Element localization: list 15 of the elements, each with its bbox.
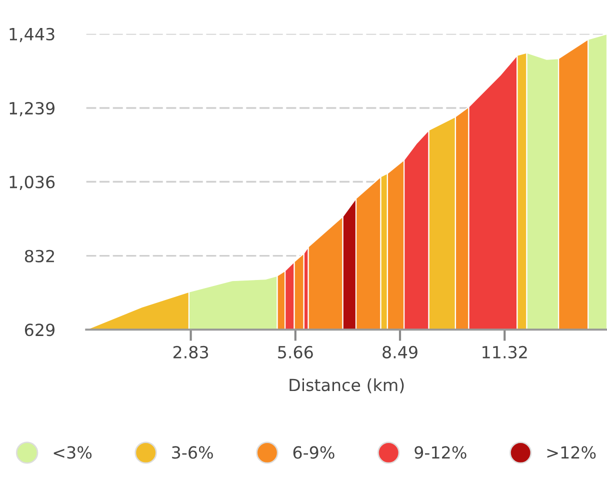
y-tick-label: 629 <box>24 324 54 336</box>
legend-label: 3-6% <box>172 446 213 459</box>
legend-label: >12% <box>547 446 596 459</box>
y-tick-label: 832 <box>24 250 54 262</box>
legend-label: 6-9% <box>293 446 334 459</box>
legend-label: 9-12% <box>414 446 466 459</box>
x-axis-title: Distance (km) <box>290 378 404 394</box>
y-tick-label: 1,239 <box>10 102 54 116</box>
y-tick-label: 1,036 <box>10 176 55 190</box>
x-tick-label: 11.32 <box>482 346 527 358</box>
legend-label: <3% <box>54 446 92 459</box>
x-tick-label: 5.66 <box>278 346 313 358</box>
x-tick-label: 8.49 <box>382 346 418 358</box>
y-tick-label: 1,443 <box>10 28 54 42</box>
x-tick-label: 2.83 <box>173 346 208 358</box>
